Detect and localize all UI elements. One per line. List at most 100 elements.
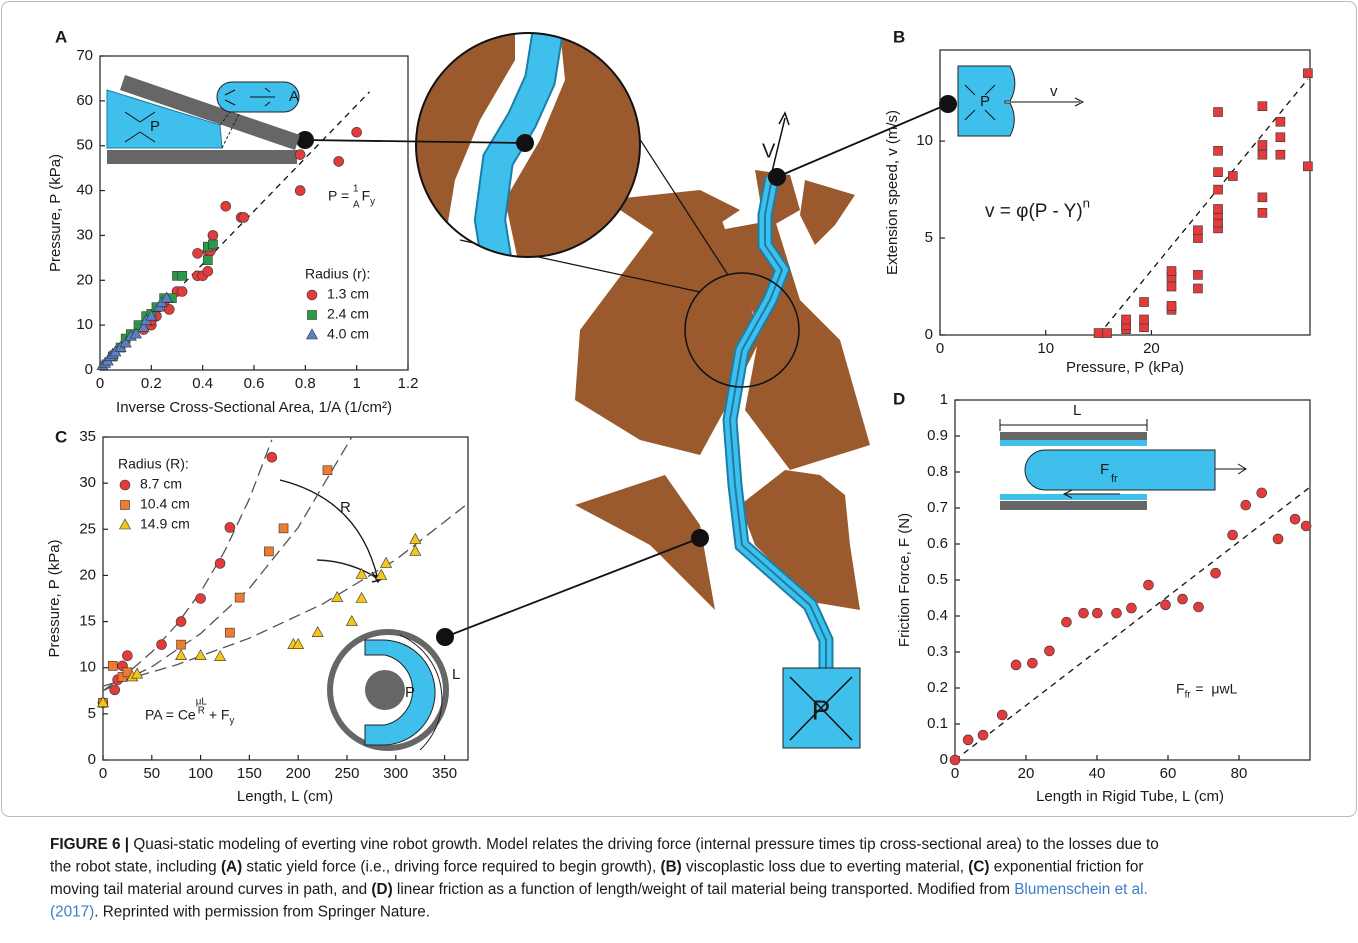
inset-b — [957, 65, 1085, 137]
equation-part: R — [198, 706, 205, 717]
x-tick-label: 250 — [334, 765, 359, 782]
data-point — [1256, 487, 1268, 499]
connector — [304, 139, 526, 144]
x-tick-label: 50 — [143, 765, 160, 782]
legend-title: Radius (r): — [305, 266, 370, 282]
data-point — [266, 452, 278, 463]
data-point — [1257, 140, 1268, 150]
y-tick-label: 0.6 — [927, 535, 948, 552]
data-point — [331, 590, 344, 602]
x-tick-label: 0 — [936, 340, 944, 357]
fit-line — [99, 91, 370, 371]
chart: D 0 20 40 60 80 0 0.1 0.2 0.3 0.4 0.5 0.6 0.7 0.8 0.9 1 L… — [893, 389, 1312, 805]
inset-label: R — [340, 499, 351, 516]
y-tick-label: 30 — [76, 226, 93, 243]
data-point — [176, 639, 186, 650]
connector — [776, 103, 949, 178]
inset-c — [279, 479, 449, 751]
figure-frame — [1, 1, 1357, 817]
x-tick-label: 80 — [1231, 765, 1248, 782]
rock — [605, 190, 740, 250]
x-tick-label: 1 — [352, 375, 360, 392]
panel-letter: B — [893, 27, 905, 46]
panel-letter: C — [55, 427, 67, 446]
data-point — [1193, 225, 1203, 236]
fit-line — [954, 486, 1311, 761]
inset-label: P — [980, 93, 990, 110]
equation-part: 1 — [353, 184, 358, 195]
data-point — [1213, 146, 1223, 156]
panel-letter: A — [55, 27, 67, 46]
inset-label: F — [1100, 461, 1109, 478]
data-point — [214, 650, 227, 661]
data-point — [160, 291, 173, 303]
y-tick-label: 40 — [76, 182, 93, 199]
x-tick-label: 1.2 — [398, 375, 419, 392]
data-point — [220, 200, 232, 212]
data-point — [294, 185, 306, 196]
data-point — [345, 614, 358, 626]
vine-diagram: V P — [296, 32, 957, 749]
y-tick-label: 0 — [85, 361, 93, 378]
connector — [444, 537, 701, 638]
y-tick-label: 0 — [940, 751, 948, 768]
connector-dot — [296, 131, 314, 149]
chart: B 0 10 20 0 5 10 Pressure, P (kPa) Extension spe… — [884, 27, 1313, 376]
data-point — [118, 518, 132, 530]
data-point — [333, 156, 345, 167]
y-tick-label: 0.9 — [927, 427, 948, 444]
x-tick-label: 200 — [286, 765, 311, 782]
x-tick-label: 20 — [1018, 765, 1035, 782]
data-point — [1213, 204, 1223, 214]
velocity-label: V — [762, 140, 776, 162]
rock — [505, 33, 640, 257]
caption-text: moving tail material around curves in pa… — [50, 881, 371, 898]
x-axis-label: Inverse Cross-Sectional Area, 1/A (1/cm²… — [116, 399, 392, 416]
caption-line: (2017). Reprinted with permission from S… — [50, 904, 430, 921]
fit-line — [102, 502, 469, 687]
equation-part: n — [1083, 196, 1090, 211]
x-tick-label: 0 — [96, 375, 104, 392]
legend-label: 4.0 cm — [327, 326, 369, 342]
y-tick-label: 10 — [916, 132, 933, 149]
caption-text: linear friction as a function of length/… — [393, 881, 1015, 898]
data-point — [224, 522, 236, 533]
data-point — [1111, 607, 1122, 619]
rock — [575, 475, 715, 610]
y-tick-label: 0.4 — [927, 607, 948, 624]
rock — [720, 220, 870, 470]
y-axis-label: Pressure, P (kPa) — [47, 154, 64, 272]
data-point — [307, 310, 317, 320]
data-point — [203, 255, 213, 265]
data-point — [409, 544, 422, 556]
data-point — [1121, 314, 1131, 325]
equation-part: F — [362, 188, 371, 204]
y-axis-label: Friction Force, F (N) — [896, 513, 913, 647]
inset-label: L — [1073, 402, 1081, 419]
data-point — [1257, 101, 1268, 112]
caption-text: Quasi-static modeling of everting vine r… — [129, 836, 1159, 853]
x-axis-label: Length, L (cm) — [237, 788, 333, 805]
y-tick-label: 70 — [76, 47, 93, 64]
data-point — [1227, 529, 1238, 541]
data-point — [1257, 149, 1268, 160]
data-point — [1193, 270, 1203, 280]
inset-label: L — [452, 666, 460, 683]
x-tick-label: 0.4 — [192, 375, 213, 392]
data-point — [311, 626, 324, 637]
x-tick-label: 0.8 — [295, 375, 316, 392]
legend-label: 14.9 cm — [140, 516, 190, 532]
data-point — [355, 567, 368, 579]
data-point — [1213, 107, 1223, 117]
data-point — [145, 309, 158, 321]
equation-part: P = — [328, 188, 353, 204]
y-tick-label: 10 — [76, 316, 93, 333]
y-tick-label: 0 — [925, 326, 933, 343]
caption-link[interactable]: (2017) — [50, 904, 94, 921]
caption-link[interactable]: Blumenschein et al. — [1014, 881, 1148, 898]
fit-line — [102, 436, 353, 692]
data-point — [1010, 659, 1022, 671]
equation-part: + F — [209, 707, 230, 723]
zoom-circle — [415, 32, 641, 258]
